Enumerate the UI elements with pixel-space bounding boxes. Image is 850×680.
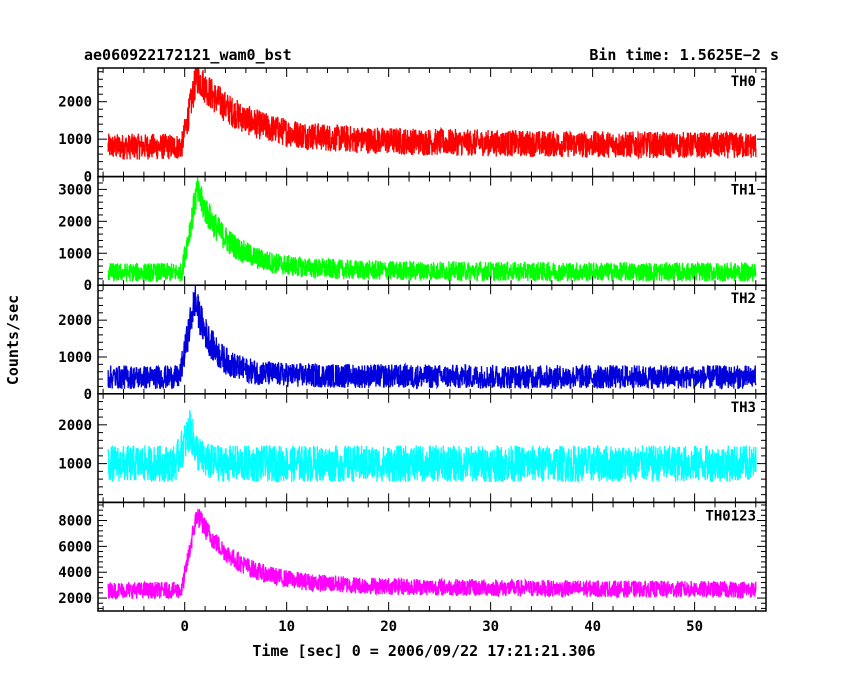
y-tick-label: 1000	[58, 246, 92, 262]
x-tick-label: 50	[686, 619, 703, 635]
y-tick-label: 2000	[58, 418, 92, 434]
x-axis-label: Time [sec] 0 = 2006/09/22 17:21:21.306	[252, 642, 595, 660]
series-th0123-line	[107, 508, 757, 600]
chart-title-left: ae060922172121_wam0_bst	[84, 46, 292, 64]
panel-name-label: TH3	[731, 400, 756, 416]
y-tick-label: 0	[84, 387, 92, 403]
y-tick-label: 2000	[58, 214, 92, 230]
series-th1-line	[107, 176, 757, 283]
panel-th1: 0 1000 2000 3000 TH1	[58, 175, 767, 294]
series-th3-line	[107, 410, 757, 484]
panels-group: 0 1000 2000 TH0 0 1000 2000 3000 TH1 0 1000 2000 TH2…	[58, 67, 767, 635]
chart-title-right: Bin time: 1.5625E−2 s	[589, 46, 779, 64]
y-tick-label: 4000	[58, 565, 92, 581]
y-tick-label: 2000	[58, 591, 92, 607]
panel-th3: 1000 2000 TH3	[58, 393, 767, 504]
y-tick-label: 2000	[58, 313, 92, 329]
panel-name-label: TH2	[731, 291, 756, 307]
x-tick-label: 10	[278, 619, 295, 635]
series-th2-line	[107, 285, 757, 390]
y-tick-label: 1000	[58, 350, 92, 366]
x-tick-label: 40	[584, 619, 601, 635]
x-tick-label: 20	[380, 619, 397, 635]
x-tick-label: 0	[180, 619, 188, 635]
panel-th0123: 2000 4000 6000 8000 TH0123	[58, 501, 767, 612]
panel-name-label: TH1	[731, 183, 756, 199]
y-tick-label: 3000	[58, 182, 92, 198]
panel-th2: 0 1000 2000 TH2	[58, 284, 767, 403]
y-tick-label: 1000	[58, 132, 92, 148]
series-th0-line	[107, 68, 757, 161]
y-tick-label: 1000	[58, 457, 92, 473]
panel-th0: 0 1000 2000 TH0	[58, 67, 767, 186]
x-tick-label: 30	[482, 619, 499, 635]
y-tick-label: 8000	[58, 514, 92, 530]
y-tick-label: 6000	[58, 539, 92, 555]
y-axis-label: Counts/sec	[4, 295, 22, 385]
y-tick-label: 0	[84, 170, 92, 186]
panel-name-label: TH0123	[705, 508, 756, 524]
y-tick-label: 2000	[58, 95, 92, 111]
panel-name-label: TH0	[731, 74, 756, 90]
y-tick-label: 0	[84, 278, 92, 294]
